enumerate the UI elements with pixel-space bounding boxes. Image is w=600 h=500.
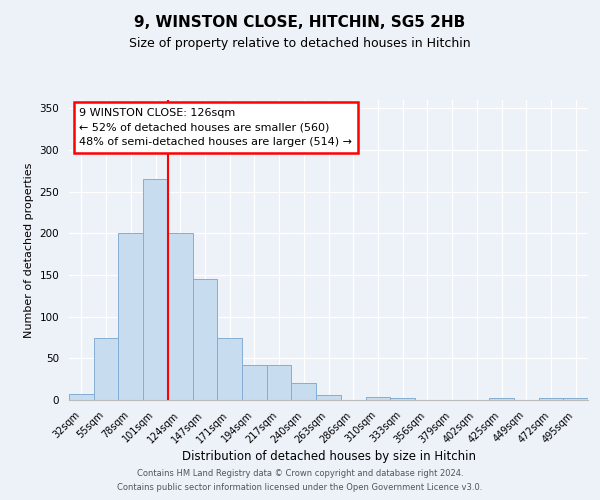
Text: 9, WINSTON CLOSE, HITCHIN, SG5 2HB: 9, WINSTON CLOSE, HITCHIN, SG5 2HB (134, 15, 466, 30)
Bar (390, 398, 415, 400)
Text: Size of property relative to detached houses in Hitchin: Size of property relative to detached ho… (129, 38, 471, 51)
Bar (539, 398, 563, 400)
Y-axis label: Number of detached properties: Number of detached properties (24, 162, 34, 338)
Text: Contains HM Land Registry data © Crown copyright and database right 2024.: Contains HM Land Registry data © Crown c… (137, 468, 463, 477)
Bar (563, 398, 588, 400)
Bar (217, 338, 242, 400)
Bar (94, 338, 118, 400)
Bar (292, 384, 316, 400)
Bar (168, 234, 193, 400)
X-axis label: Distribution of detached houses by size in Hitchin: Distribution of detached houses by size … (182, 450, 476, 463)
Text: 9 WINSTON CLOSE: 126sqm
← 52% of detached houses are smaller (560)
48% of semi-d: 9 WINSTON CLOSE: 126sqm ← 52% of detache… (79, 108, 352, 147)
Bar (489, 398, 514, 400)
Bar (69, 394, 94, 400)
Bar (193, 279, 217, 400)
Bar (316, 395, 341, 400)
Bar (143, 179, 168, 400)
Text: Contains public sector information licensed under the Open Government Licence v3: Contains public sector information licen… (118, 484, 482, 492)
Bar (242, 365, 267, 400)
Bar (365, 396, 390, 400)
Bar (267, 365, 292, 400)
Bar (118, 234, 143, 400)
